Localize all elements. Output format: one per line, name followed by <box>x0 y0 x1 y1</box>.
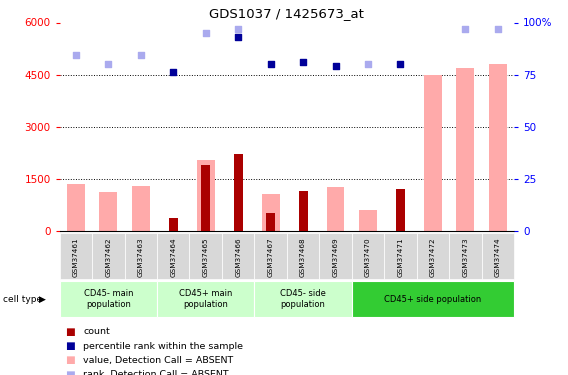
Title: GDS1037 / 1425673_at: GDS1037 / 1425673_at <box>210 7 364 20</box>
Bar <box>327 187 344 231</box>
Text: GSM37465: GSM37465 <box>203 237 208 277</box>
Text: GSM37471: GSM37471 <box>398 237 403 277</box>
FancyBboxPatch shape <box>417 232 449 279</box>
Text: rank, Detection Call = ABSENT: rank, Detection Call = ABSENT <box>83 370 229 375</box>
Text: ■: ■ <box>65 341 75 351</box>
Point <box>331 63 340 69</box>
Text: GSM37463: GSM37463 <box>138 237 144 277</box>
Point <box>201 30 210 36</box>
Bar <box>67 184 85 231</box>
Text: GSM37462: GSM37462 <box>105 237 111 277</box>
Text: ▶: ▶ <box>39 295 45 304</box>
Bar <box>262 194 279 231</box>
Text: count: count <box>83 327 110 336</box>
Point <box>461 26 470 33</box>
Point <box>104 61 113 67</box>
Bar <box>424 75 442 231</box>
FancyBboxPatch shape <box>92 232 124 279</box>
FancyBboxPatch shape <box>319 232 352 279</box>
Text: ■: ■ <box>65 356 75 365</box>
FancyBboxPatch shape <box>352 281 514 317</box>
Text: GSM37473: GSM37473 <box>462 237 469 277</box>
Bar <box>233 154 243 231</box>
Bar <box>169 219 178 231</box>
Text: CD45- main
population: CD45- main population <box>83 290 133 309</box>
Text: value, Detection Call = ABSENT: value, Detection Call = ABSENT <box>83 356 234 365</box>
Bar <box>396 189 405 231</box>
Point <box>169 69 178 75</box>
Text: GSM37470: GSM37470 <box>365 237 371 277</box>
FancyBboxPatch shape <box>254 281 352 317</box>
Text: ■: ■ <box>65 370 75 375</box>
FancyBboxPatch shape <box>157 281 254 317</box>
Text: GSM37464: GSM37464 <box>170 237 176 277</box>
FancyBboxPatch shape <box>287 232 319 279</box>
Text: ■: ■ <box>65 327 75 337</box>
Point <box>266 61 275 67</box>
Text: CD45+ main
population: CD45+ main population <box>179 290 232 309</box>
Point <box>396 61 405 67</box>
Text: GSM37467: GSM37467 <box>268 237 274 277</box>
Text: CD45+ side population: CD45+ side population <box>385 295 482 304</box>
Point <box>299 59 308 65</box>
Text: GSM37472: GSM37472 <box>430 237 436 277</box>
Text: GSM37468: GSM37468 <box>300 237 306 277</box>
Point <box>493 26 502 33</box>
FancyBboxPatch shape <box>449 232 482 279</box>
Text: GSM37461: GSM37461 <box>73 237 79 277</box>
Bar <box>489 64 507 231</box>
Point <box>136 53 145 58</box>
FancyBboxPatch shape <box>222 232 254 279</box>
FancyBboxPatch shape <box>482 232 514 279</box>
FancyBboxPatch shape <box>60 232 92 279</box>
FancyBboxPatch shape <box>254 232 287 279</box>
Point <box>233 34 243 40</box>
Text: CD45- side
population: CD45- side population <box>280 290 326 309</box>
Text: cell type: cell type <box>3 295 42 304</box>
Point <box>364 61 373 67</box>
FancyBboxPatch shape <box>157 232 190 279</box>
Point <box>233 26 243 33</box>
Text: GSM37474: GSM37474 <box>495 237 501 277</box>
FancyBboxPatch shape <box>190 232 222 279</box>
Bar <box>299 191 307 231</box>
FancyBboxPatch shape <box>384 232 417 279</box>
FancyBboxPatch shape <box>352 232 384 279</box>
Bar <box>99 192 117 231</box>
Bar <box>457 68 474 231</box>
Bar <box>132 186 150 231</box>
FancyBboxPatch shape <box>124 232 157 279</box>
Point <box>72 53 81 58</box>
Text: GSM37469: GSM37469 <box>332 237 339 277</box>
Text: GSM37466: GSM37466 <box>235 237 241 277</box>
Bar <box>197 159 215 231</box>
FancyBboxPatch shape <box>60 281 157 317</box>
Bar <box>359 210 377 231</box>
Bar <box>201 165 210 231</box>
Bar <box>266 213 275 231</box>
Text: percentile rank within the sample: percentile rank within the sample <box>83 342 244 351</box>
